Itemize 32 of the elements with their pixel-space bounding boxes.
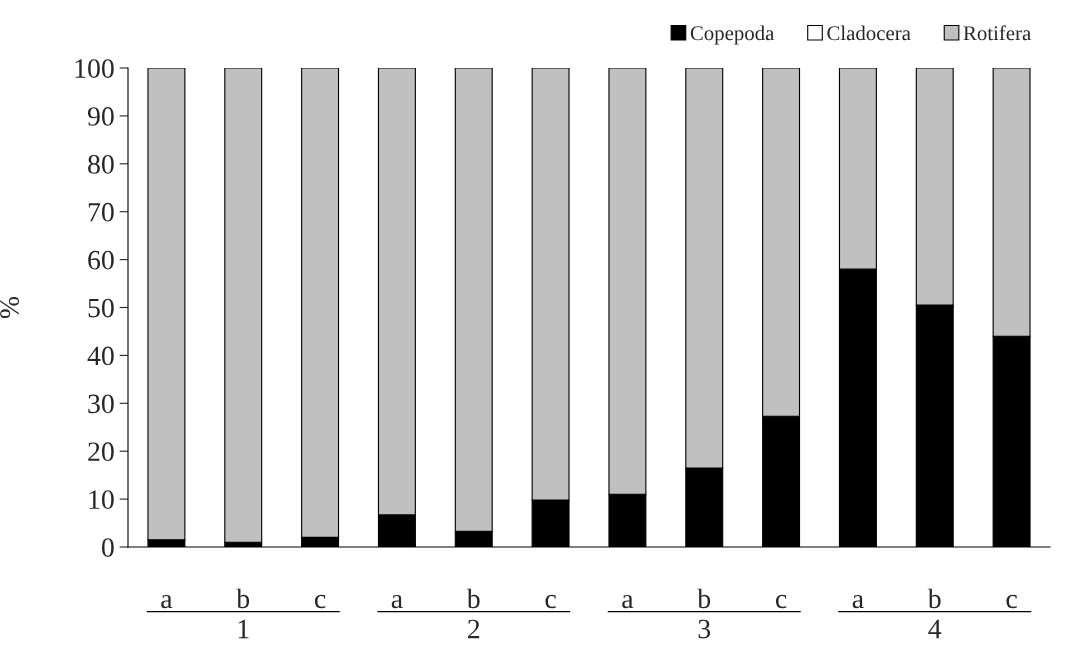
legend-label: Copepoda bbox=[690, 25, 775, 45]
x-tick-label: b bbox=[927, 588, 941, 609]
text: 4 bbox=[928, 619, 942, 639]
y-tick-label: 10 bbox=[89, 490, 114, 510]
legend-label: Cladocera bbox=[827, 25, 911, 41]
x-tick-label: c bbox=[775, 594, 787, 609]
y-tick-label: 30 bbox=[88, 394, 114, 414]
x-tick-label: c bbox=[314, 594, 326, 609]
x-tick-label: b bbox=[236, 588, 250, 609]
bar bbox=[224, 68, 263, 543]
y-tick-label: 80 bbox=[88, 154, 114, 174]
x-tick-label: a bbox=[852, 594, 864, 609]
text: 2 bbox=[468, 619, 480, 639]
x-tick-label: a bbox=[161, 594, 173, 609]
x-tick-label: b bbox=[697, 588, 711, 609]
text: 3 bbox=[698, 619, 711, 639]
x-tick-label: c bbox=[545, 594, 556, 609]
y-tick-label: 0 bbox=[101, 538, 114, 557]
y-tick-label: 90 bbox=[87, 107, 114, 126]
y-tick-label: 100 bbox=[75, 59, 114, 78]
x-tick-label: c bbox=[1006, 594, 1017, 609]
x-tick-label: a bbox=[391, 594, 403, 609]
y-axis-title: % bbox=[0, 296, 19, 319]
y-tick-label: 70 bbox=[88, 202, 114, 222]
x-tick-label: a bbox=[622, 594, 634, 609]
x-tick-label: b bbox=[466, 588, 480, 609]
y-tick-label: 20 bbox=[88, 442, 114, 462]
text: 1 bbox=[238, 619, 249, 639]
legend-label: Rotifera bbox=[963, 25, 1031, 41]
y-tick-label: 50 bbox=[88, 298, 114, 318]
y-tick-label: 40 bbox=[87, 346, 114, 366]
y-tick-label: 60 bbox=[88, 250, 114, 270]
